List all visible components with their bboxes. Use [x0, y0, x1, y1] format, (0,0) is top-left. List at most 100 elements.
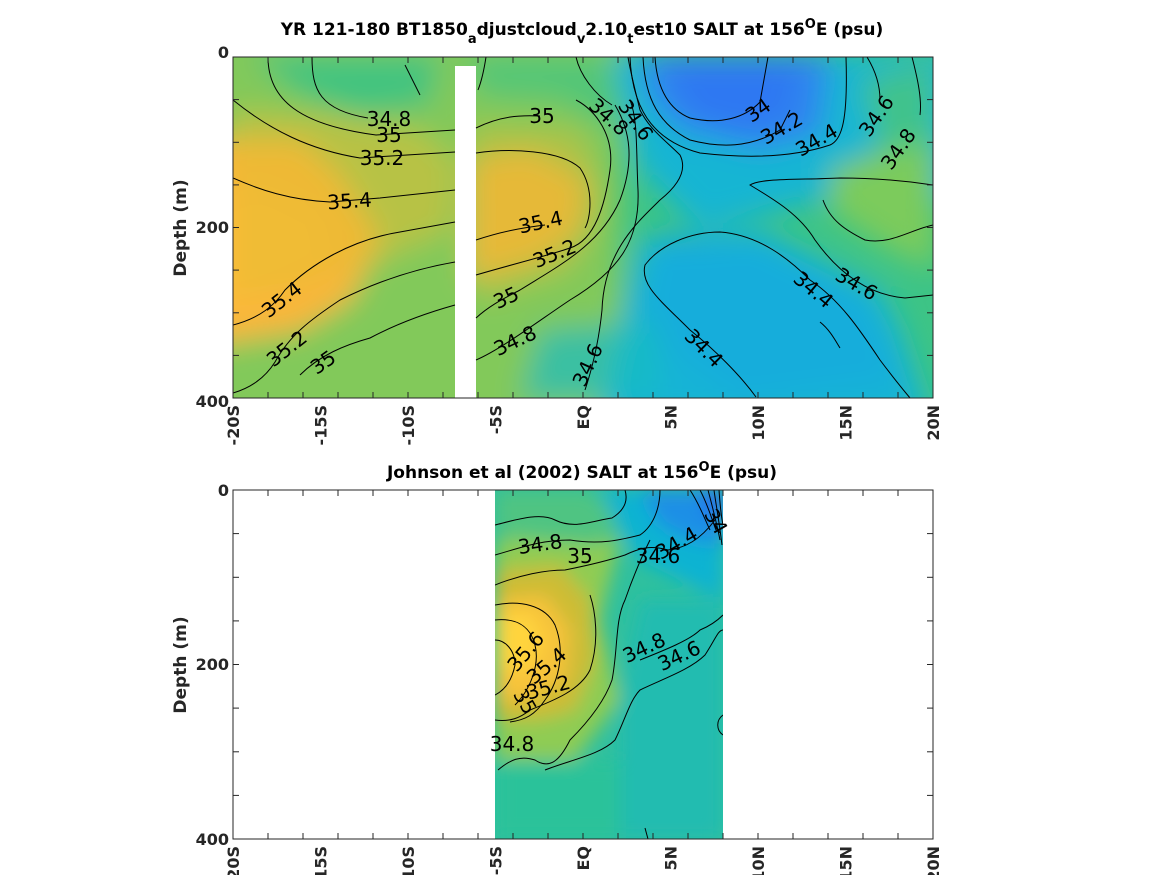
x-tick-labels-model: -20S -15S -10S -5S EQ 5N 10N 15N 20N [224, 405, 943, 445]
contour-line [718, 490, 723, 526]
contour-line [707, 490, 721, 541]
x-tick-label: -5S [487, 405, 506, 434]
y-axis-label-observations: Depth (m) [171, 616, 191, 713]
y-tick-label: 0 [218, 481, 229, 500]
title-part: E (psu) [816, 20, 883, 40]
contour-line [311, 57, 369, 119]
x-tick-label: 20N [924, 846, 943, 875]
contour-line [477, 57, 487, 91]
contour-line [495, 639, 516, 696]
x-tick-label: -15S [312, 846, 331, 875]
contour-label: 35 [529, 104, 554, 128]
contour-line [404, 64, 421, 96]
title-part: YR 121-180 BT1850 [280, 20, 468, 40]
panel-model: YR 121-180 BT1850adjustcloudv2.10test10 … [171, 17, 943, 445]
contour-line [475, 150, 591, 229]
x-tick-label: -20S [224, 405, 243, 445]
contour-line [575, 57, 613, 106]
contour-line [644, 827, 649, 839]
contour-line [299, 304, 456, 376]
y-tick-label: 400 [196, 830, 229, 849]
x-tick-label: EQ [574, 405, 593, 430]
contour-line [713, 490, 723, 546]
x-tick-label: -10S [399, 405, 418, 445]
contour-label: 35 [567, 544, 592, 568]
y-tick-label: 200 [196, 655, 229, 674]
contour-line [495, 490, 661, 556]
title-part: E (psu) [710, 463, 777, 483]
y-tick-label: 0 [218, 43, 229, 62]
contour-line [495, 602, 561, 723]
contour-label: 35.2 [360, 146, 405, 170]
contour-line [233, 221, 456, 326]
axis-ticks-model [232, 56, 934, 399]
y-tick-label: 200 [196, 218, 229, 237]
title-part: t [627, 32, 633, 47]
contour-line [642, 57, 791, 146]
x-tick-label: 5N [662, 846, 681, 871]
data-gap-model [455, 66, 476, 398]
y-tick-labels-observations: 0 200 400 [196, 481, 229, 849]
contour-line [495, 594, 597, 721]
title-part: 2.10 [585, 20, 627, 40]
contour-lines-model [233, 57, 933, 398]
contour-line [233, 261, 456, 394]
title-part: O [805, 17, 816, 32]
contour-line [233, 177, 456, 203]
contour-line [497, 539, 651, 771]
salinity-field-observations [495, 490, 723, 839]
contour-label: 34.6 [636, 544, 681, 568]
contour-line [717, 714, 723, 736]
contour-line [699, 490, 717, 531]
x-tick-label: 20N [924, 405, 943, 441]
contour-label: 35 [376, 123, 401, 147]
contour-line [866, 57, 881, 101]
contour-line [689, 490, 711, 531]
contour-line [475, 104, 630, 319]
contour-lines-observations [495, 490, 723, 839]
x-tick-labels-observations: -20S -15S -10S -5S EQ 5N 10N 15N 20N [224, 846, 943, 879]
contour-label: 34.8 [367, 107, 412, 131]
panel-observations: Johnson et al (2002) SALT at 156OE (psu) [171, 460, 943, 879]
title-part: djustcloud [477, 20, 577, 40]
x-tick-label: -20S [224, 846, 243, 875]
contour-line [629, 57, 847, 157]
contour-line [819, 321, 841, 349]
x-tick-label: 15N [837, 405, 856, 441]
title-part: Johnson et al (2002) SALT at 156 [386, 463, 699, 483]
contour-line [654, 57, 769, 122]
contour-line [643, 231, 911, 398]
contour-line [233, 99, 456, 159]
contour-line [639, 614, 723, 661]
y-tick-labels-model: 0 200 400 [196, 43, 229, 411]
contour-line [475, 99, 639, 361]
contour-line [584, 57, 683, 391]
x-tick-label: 15N [837, 846, 856, 875]
contour-line [544, 629, 723, 771]
y-tick-label: 400 [196, 392, 229, 411]
x-tick-label: -5S [487, 846, 506, 875]
x-tick-label: 5N [662, 405, 681, 430]
x-tick-label: -15S [312, 405, 331, 445]
axis-ticks-observations [232, 489, 934, 840]
contour-line [822, 199, 933, 242]
contour-line [475, 224, 546, 241]
contour-line [911, 57, 921, 116]
contour-line [475, 99, 612, 276]
title-part: v [577, 32, 586, 47]
contour-line [475, 115, 541, 129]
contour-line [495, 490, 627, 526]
chart-title-model: YR 121-180 BT1850adjustcloudv2.10test10 … [280, 17, 884, 47]
x-tick-label: -10S [399, 846, 418, 875]
x-tick-label: 10N [749, 405, 768, 441]
contour-line [495, 619, 537, 706]
y-axis-label-model: Depth (m) [171, 179, 191, 276]
contour-line [267, 57, 456, 136]
contour-label: 34.8 [490, 732, 535, 756]
contour-line [495, 519, 716, 586]
title-part: O [699, 460, 710, 475]
chart-title-observations: Johnson et al (2002) SALT at 156OE (psu) [386, 460, 777, 483]
contour-label: 35.4 [326, 187, 372, 214]
x-tick-label: EQ [574, 846, 593, 871]
